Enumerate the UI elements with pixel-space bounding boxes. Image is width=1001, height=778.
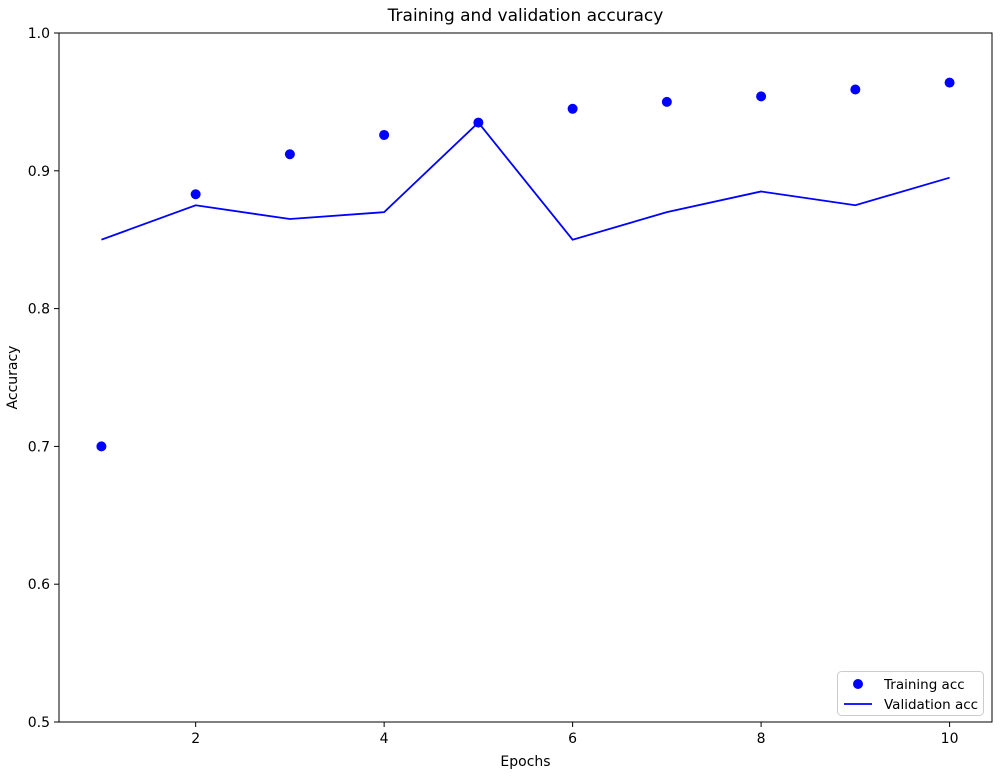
- x-tick-label: 10: [941, 731, 959, 747]
- training-point: [284, 149, 295, 160]
- plot-series: [96, 77, 955, 452]
- x-tick-label: 2: [191, 731, 200, 747]
- training-point: [661, 96, 672, 107]
- plot-frame: [58, 32, 993, 723]
- legend: Training acc Validation acc: [837, 671, 984, 716]
- x-axis-ticks: 2 4 6 8 10: [191, 722, 959, 747]
- training-point: [96, 441, 107, 452]
- y-axis-label: Accuracy: [5, 346, 21, 410]
- validation-line: [101, 121, 950, 241]
- training-point: [756, 91, 767, 102]
- y-tick-label: 0.6: [28, 577, 50, 593]
- training-point: [379, 129, 390, 140]
- y-axis-ticks: 0.5 0.6 0.7 0.8 0.9 1.0: [28, 26, 59, 731]
- y-tick-label: 1.0: [28, 26, 50, 42]
- training-point: [567, 103, 578, 114]
- y-tick-label: 0.5: [28, 715, 50, 731]
- legend-box: [837, 671, 984, 716]
- legend-training-label: Training acc: [883, 677, 965, 693]
- x-tick-label: 8: [757, 731, 766, 747]
- training-point: [944, 77, 955, 88]
- y-tick-label: 0.7: [28, 439, 50, 455]
- training-point: [850, 84, 861, 95]
- legend-validation-label: Validation acc: [884, 697, 978, 713]
- y-tick-label: 0.9: [28, 164, 50, 180]
- x-axis-label: Epochs: [500, 754, 550, 770]
- x-tick-label: 6: [568, 731, 577, 747]
- training-point: [190, 189, 201, 200]
- x-tick-label: 4: [380, 731, 389, 747]
- legend-training-marker-icon: [853, 679, 863, 689]
- chart-title: Training and validation accuracy: [387, 6, 664, 26]
- y-tick-label: 0.8: [28, 302, 50, 318]
